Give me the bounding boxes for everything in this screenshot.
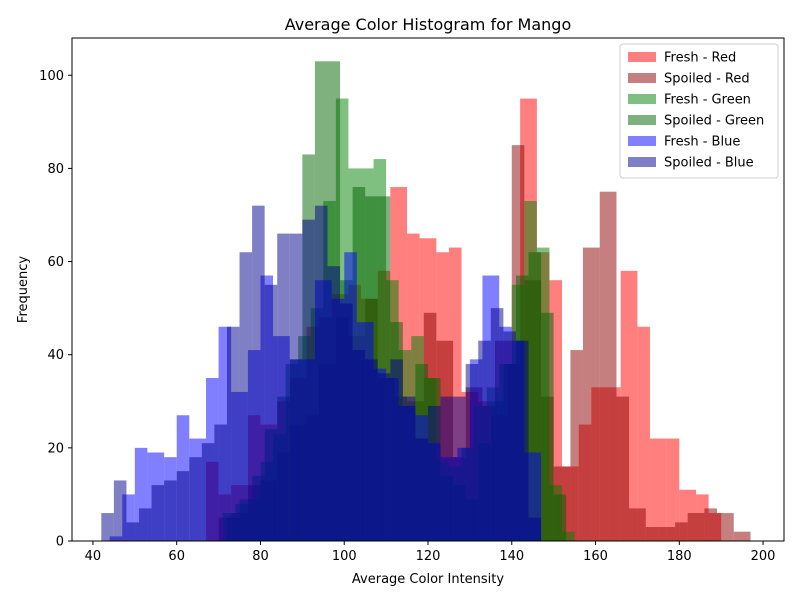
legend-label: Spoiled - Red [664,72,750,87]
histogram-bar [553,494,567,541]
histogram-bar [377,373,391,541]
histogram-bar [503,331,516,541]
histogram-bar [733,531,751,541]
legend-swatch [628,73,656,83]
legend-swatch [628,94,656,104]
histogram-bar [415,438,428,541]
histogram-bar [465,364,479,541]
histogram-bar [528,517,542,541]
histogram-bar [428,405,441,541]
histogram-bar [645,527,659,541]
y-tick-label: 20 [47,441,64,456]
histogram-bar [515,340,529,541]
histogram-bar [201,443,215,541]
histogram-bar [490,308,504,541]
histogram-bar [176,471,190,541]
legend-swatch [628,157,656,167]
legend-label: Spoiled - Green [664,114,764,129]
histogram-bar [541,312,554,541]
legend-swatch [628,115,656,125]
histogram-bar [666,438,680,541]
histogram-bar [151,485,165,541]
histogram-bar [649,438,667,541]
x-tick-label: 200 [751,549,776,564]
histogram-bar [365,359,378,541]
histogram-bar [314,205,328,542]
histogram-bar [440,396,454,541]
plot-frame [71,37,785,542]
histogram-bar [599,191,617,541]
x-tick-label: 120 [416,549,441,564]
histogram-bar [302,219,315,541]
histogram-bar [264,284,278,541]
histogram-bar [629,508,646,541]
histogram-bar [704,508,717,541]
histogram-bar [562,531,575,541]
legend-swatch [628,52,656,62]
x-tick-label: 60 [168,549,185,564]
histogram-bar [582,247,600,541]
x-tick-label: 100 [332,549,357,564]
histogram-bar [687,513,705,541]
x-tick-label: 160 [583,549,608,564]
x-tick-label: 140 [499,549,524,564]
y-axis-label: Frequency [16,256,31,323]
histogram-bar [402,396,416,541]
y-tick-label: 80 [47,162,64,177]
y-tick-label: 40 [47,348,64,363]
legend-swatch [628,136,656,146]
histogram-bar [453,396,466,541]
y-tick-label: 100 [39,69,64,84]
histogram-bar [239,252,253,542]
legend-label: Fresh - Blue [664,135,740,150]
legend-label: Spoiled - Blue [664,156,754,171]
legend-box [619,43,779,179]
x-tick-label: 40 [85,549,102,564]
bars-layer [101,61,751,542]
legend: Fresh - Red Spoiled - Red Fresh - Green Spo… [619,43,779,179]
histogram-bar [327,266,341,541]
y-tick-label: 0 [56,535,64,550]
histogram-bar [126,522,140,541]
x-tick-label: 180 [667,549,692,564]
histogram-bar [113,480,127,541]
histogram-bar [252,205,265,542]
histogram-bar [637,326,650,541]
histogram-bar [214,424,227,541]
x-tick-label: 80 [252,549,269,564]
legend-label: Fresh - Green [664,93,751,108]
histogram-bar [616,396,630,541]
histogram-bar [277,233,290,542]
series-5 [101,205,542,542]
histogram-bar [478,340,491,541]
histogram-bar [658,527,676,541]
histogram-bar [139,508,152,541]
y-tick-label: 60 [47,255,64,270]
histogram-bar [164,480,177,541]
histogram-bar [189,457,202,541]
histogram-bar [226,326,240,541]
x-axis-label: Average Color Intensity [352,572,504,587]
histogram-bar [340,303,353,541]
histogram-bar [675,522,688,541]
legend-label: Fresh - Red [664,51,736,66]
axis-ticks: 40 60 80 100 120 140 160 180 200 0 20 40 60 80 100 [39,69,775,564]
histogram-bar [570,350,583,541]
histogram-bar [390,359,403,541]
histogram-bar [716,513,734,541]
histogram-bar [289,233,303,542]
chart-title: Average Color Histogram for Mango [285,15,572,34]
histogram-bar [101,513,114,541]
histogram-bar [352,350,366,541]
